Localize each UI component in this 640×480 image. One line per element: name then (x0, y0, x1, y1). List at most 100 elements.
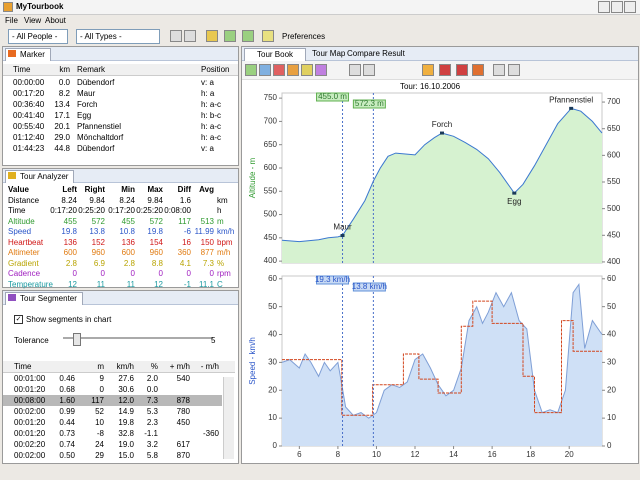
table-cell: 960 (149, 248, 163, 257)
x-tick-label: 16 (488, 450, 497, 459)
y2-tick-label: 450 (607, 230, 621, 239)
tool-icon[interactable] (301, 64, 313, 76)
y2-tick-label: 20 (607, 385, 616, 394)
tool-icon[interactable] (273, 64, 285, 76)
panel-tab[interactable]: Tour Segmenter (5, 292, 83, 305)
table-cell: 19.0 (118, 440, 134, 449)
chart-tab[interactable]: Tour Map (312, 49, 346, 58)
tolerance-value: 5 (211, 336, 216, 345)
table-cell: 00:02:00 (14, 407, 46, 416)
zoom-out[interactable] (508, 64, 520, 76)
tool-icon[interactable] (262, 30, 274, 42)
checkbox[interactable]: ✓ (14, 315, 23, 324)
table-cell: 600 (121, 248, 135, 257)
tool-icon[interactable] (349, 64, 361, 76)
tool-icon[interactable] (315, 64, 327, 76)
panel-header: Marker (3, 47, 238, 61)
people-select[interactable]: - All People - (8, 29, 68, 44)
slider-thumb[interactable] (73, 333, 81, 346)
table-cell: 29 (95, 451, 104, 460)
y-tick-label: 60 (268, 274, 277, 283)
chart-tab[interactable]: Compare Result (347, 49, 405, 58)
table-cell: 00:01:20 (14, 429, 46, 438)
table-cell: 1.6 (179, 195, 191, 205)
maximize[interactable] (611, 1, 623, 13)
tool-icon[interactable] (259, 64, 271, 76)
table-cell: 00:36:40 (13, 100, 45, 109)
row-label: Distance (8, 195, 40, 205)
column-header: % (150, 362, 158, 371)
table-cell: 617 (176, 440, 190, 449)
tool-icon[interactable] (206, 30, 218, 42)
y2-tick-label: 650 (607, 124, 621, 133)
table-cell: m/h (217, 248, 231, 257)
table-cell: 17.1 (54, 111, 70, 120)
row-label: Cadence (8, 269, 41, 278)
selected-row[interactable] (3, 395, 222, 406)
y-axis-label: Speed - km/h (248, 337, 257, 385)
chart-tab[interactable]: Tour Book (244, 48, 307, 61)
menu-bar: File View About (0, 15, 640, 27)
tool-icon[interactable] (422, 64, 434, 76)
table-cell: 00:08:00 (14, 396, 46, 405)
table-cell: 20.1 (54, 122, 70, 131)
table-cell: 0.46 (59, 374, 75, 383)
table-cell: 136 (63, 237, 77, 247)
tool-icon[interactable] (287, 64, 299, 76)
tool-icon[interactable] (472, 64, 484, 76)
tool-icon[interactable] (363, 64, 375, 76)
close[interactable] (624, 1, 636, 13)
menu-item[interactable]: About (45, 16, 66, 25)
table-cell: Dübendorf (77, 78, 115, 87)
menu-item[interactable]: View (24, 16, 42, 25)
table-cell: 455 (121, 216, 135, 226)
tool-icon[interactable] (439, 64, 451, 76)
panel-header: Tour Analyzer (3, 169, 238, 183)
table-cell: h: a-c (201, 122, 222, 131)
table-cell: 870 (176, 451, 190, 460)
table-cell: 10.8 (119, 227, 135, 236)
panel-tab[interactable]: Tour Analyzer (5, 170, 75, 183)
table-cell: 4.1 (179, 258, 191, 268)
types-select[interactable]: - All Types - (76, 29, 160, 44)
table-cell: C (217, 279, 223, 289)
tool-icon[interactable] (456, 64, 468, 76)
table-cell: 3.2 (146, 440, 158, 449)
zoom-in[interactable] (493, 64, 505, 76)
tab-icon (8, 294, 16, 301)
table-cell: 00:01:20 (14, 418, 46, 427)
tool-icon[interactable] (242, 30, 254, 42)
table-cell: 513 (200, 216, 214, 226)
table-cell: 0:25:20 (78, 206, 105, 215)
column-header: Avg (199, 185, 214, 194)
table-cell: 14.9 (118, 407, 134, 416)
minimize[interactable] (598, 1, 610, 13)
table-cell: 600 (63, 248, 77, 257)
tool-icon[interactable] (184, 30, 196, 42)
table-cell: 780 (176, 407, 190, 416)
table-cell: 2.8 (65, 258, 77, 268)
tool-icon[interactable] (224, 30, 236, 42)
tool-icon[interactable] (170, 30, 182, 42)
table-cell: 19.8 (118, 418, 134, 427)
row-label: Speed (8, 227, 32, 236)
chart-title: Tour: 16.10.2006 (400, 82, 461, 91)
row-label: Altitude (8, 216, 35, 226)
data-line (281, 282, 603, 419)
preferences-button[interactable]: Preferences (282, 32, 326, 41)
y2-tick-label: 50 (607, 302, 616, 311)
panel-tab[interactable]: Marker (5, 48, 51, 61)
table-cell: 19.8 (147, 227, 163, 236)
y-tick-label: 750 (264, 93, 278, 102)
menu-item[interactable]: File (5, 16, 18, 25)
slider-label-bg (316, 275, 350, 285)
table-cell: 0 (130, 269, 135, 278)
scrollbar[interactable] (223, 377, 234, 459)
table-cell: 0.99 (59, 407, 75, 416)
y2-tick-label: 40 (607, 330, 616, 339)
table-cell: 7.3 (202, 258, 214, 268)
tool-icon[interactable] (245, 64, 257, 76)
y2-tick-label: 0 (607, 441, 612, 450)
y-tick-label: 500 (264, 210, 278, 219)
